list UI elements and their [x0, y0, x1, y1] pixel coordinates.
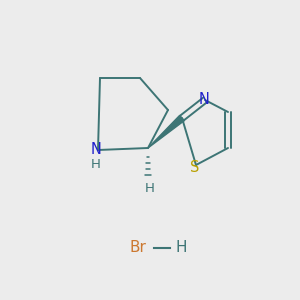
Text: H: H: [175, 241, 187, 256]
Text: N: N: [199, 92, 209, 106]
Text: Br: Br: [130, 241, 146, 256]
Text: H: H: [91, 158, 101, 170]
Text: S: S: [190, 160, 200, 175]
Text: N: N: [91, 142, 101, 157]
Polygon shape: [148, 116, 184, 148]
Text: H: H: [145, 182, 155, 196]
